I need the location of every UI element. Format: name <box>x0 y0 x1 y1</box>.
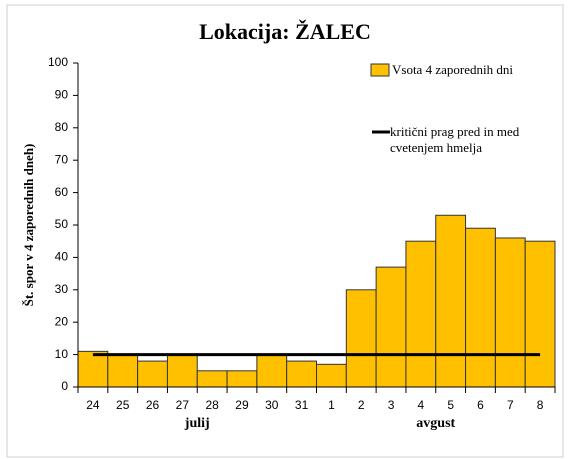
bar <box>345 289 377 388</box>
x-tick-label: 4 <box>418 398 425 412</box>
bar <box>405 240 437 388</box>
y-tick-label: 60 <box>55 185 69 199</box>
x-tick-label: 1 <box>328 398 335 412</box>
bar <box>524 240 556 388</box>
x-tick-label: 26 <box>146 398 160 412</box>
y-tick-label: 10 <box>55 347 69 361</box>
x-tick-label: 27 <box>176 398 190 412</box>
y-tick-label: 0 <box>61 379 68 393</box>
x-tick-label: 3 <box>388 398 395 412</box>
x-tick-label: 5 <box>447 398 454 412</box>
bar <box>286 360 317 388</box>
legend-label-box: kritični prag pred in med cvetenjem hmel… <box>390 124 520 155</box>
y-tick-label: 20 <box>55 314 69 328</box>
legend-label: Vsota 4 zaporednih dni <box>392 62 513 77</box>
legend-swatch <box>370 63 390 77</box>
chart-title: Lokacija: ŽALEC <box>199 19 371 44</box>
bar <box>494 237 526 388</box>
y-axis-label: Št. spor v 4 zaporednih dneh) <box>21 144 36 307</box>
bar <box>107 354 139 388</box>
x-tick-label: 29 <box>235 398 249 412</box>
y-tick-label: 30 <box>55 282 69 296</box>
x-tick-label: 2 <box>358 398 365 412</box>
x-tick-label: 8 <box>537 398 544 412</box>
x-tick-label: 31 <box>295 398 309 412</box>
bar <box>137 360 168 388</box>
x-tick-label: 6 <box>477 398 484 412</box>
legend-label: kritični prag pred in med cvetenjem hmel… <box>390 124 520 155</box>
y-tick-label: 70 <box>55 152 69 166</box>
bar <box>375 266 407 388</box>
x-tick-label: 28 <box>205 398 219 412</box>
bar <box>316 363 347 388</box>
bar <box>226 370 258 388</box>
y-tick-label: 100 <box>48 55 68 69</box>
y-tick-label: 80 <box>55 120 69 134</box>
y-tick-label: 90 <box>55 88 69 102</box>
bar <box>166 354 198 388</box>
bar <box>465 227 496 388</box>
bar <box>196 370 228 388</box>
x-tick-label: 7 <box>507 398 514 412</box>
bar <box>256 354 288 388</box>
group-label: avgust <box>416 416 455 431</box>
x-tick-label: 24 <box>86 398 100 412</box>
y-tick-label: 50 <box>55 217 69 231</box>
bar <box>435 214 467 388</box>
x-tick-label: 25 <box>116 398 130 412</box>
bar <box>77 350 109 388</box>
x-tick-label: 30 <box>265 398 279 412</box>
group-label: julij <box>184 416 210 431</box>
y-tick-label: 40 <box>55 250 69 264</box>
